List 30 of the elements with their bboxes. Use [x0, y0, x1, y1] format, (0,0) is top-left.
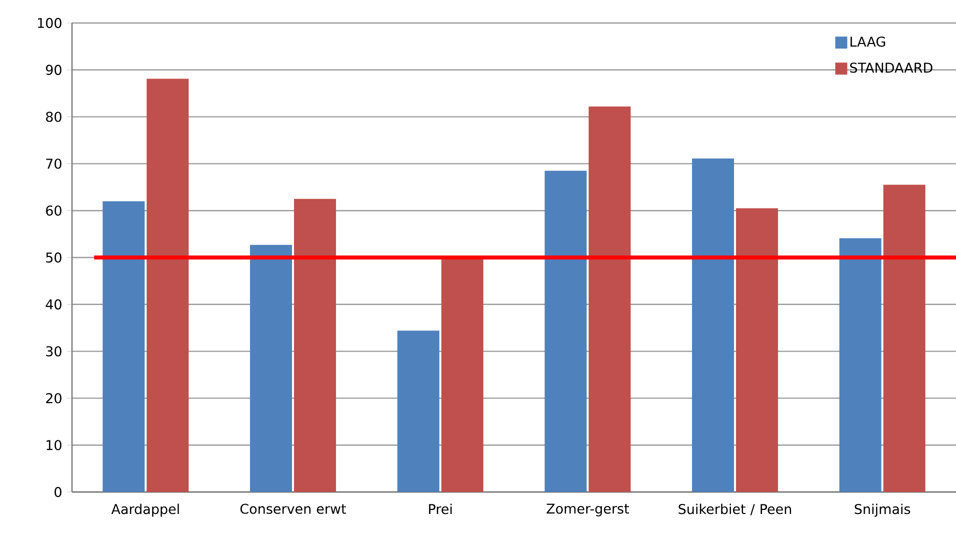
bar	[883, 184, 926, 492]
bar	[250, 244, 292, 492]
y-tick-label: 50	[46, 252, 62, 263]
bar	[294, 198, 336, 492]
y-tick-label: 40	[46, 299, 62, 310]
bar	[839, 238, 882, 492]
bar	[544, 170, 587, 492]
x-tick-label: Prei	[429, 504, 452, 514]
y-tick-label: 0	[54, 486, 62, 498]
bar	[736, 208, 778, 492]
y-tick-label: 90	[46, 64, 62, 75]
bar	[692, 158, 734, 492]
x-tick-label: Conserven erwt	[240, 504, 346, 514]
x-tick-label: Snijmais	[854, 504, 910, 517]
legend-label: STANDAARD	[850, 62, 932, 73]
x-tick-label: Aardappel	[111, 504, 179, 517]
y-tick-label: 10	[46, 440, 62, 450]
y-tick-label: 100	[38, 18, 62, 28]
bar	[397, 330, 440, 492]
bar	[588, 106, 631, 492]
legend-label: LAAG	[850, 36, 886, 47]
y-tick-label: 60	[46, 205, 62, 216]
y-tick-label: 70	[46, 158, 62, 169]
y-tick-label: 30	[46, 346, 62, 356]
x-tick-label: Suikerbiet / Peen	[678, 504, 792, 516]
y-tick-label: 20	[46, 393, 62, 404]
x-tick-label: Zomer-gerst	[546, 504, 629, 516]
bar	[102, 201, 145, 492]
y-tick-label: 80	[46, 112, 62, 122]
bar	[146, 78, 189, 492]
